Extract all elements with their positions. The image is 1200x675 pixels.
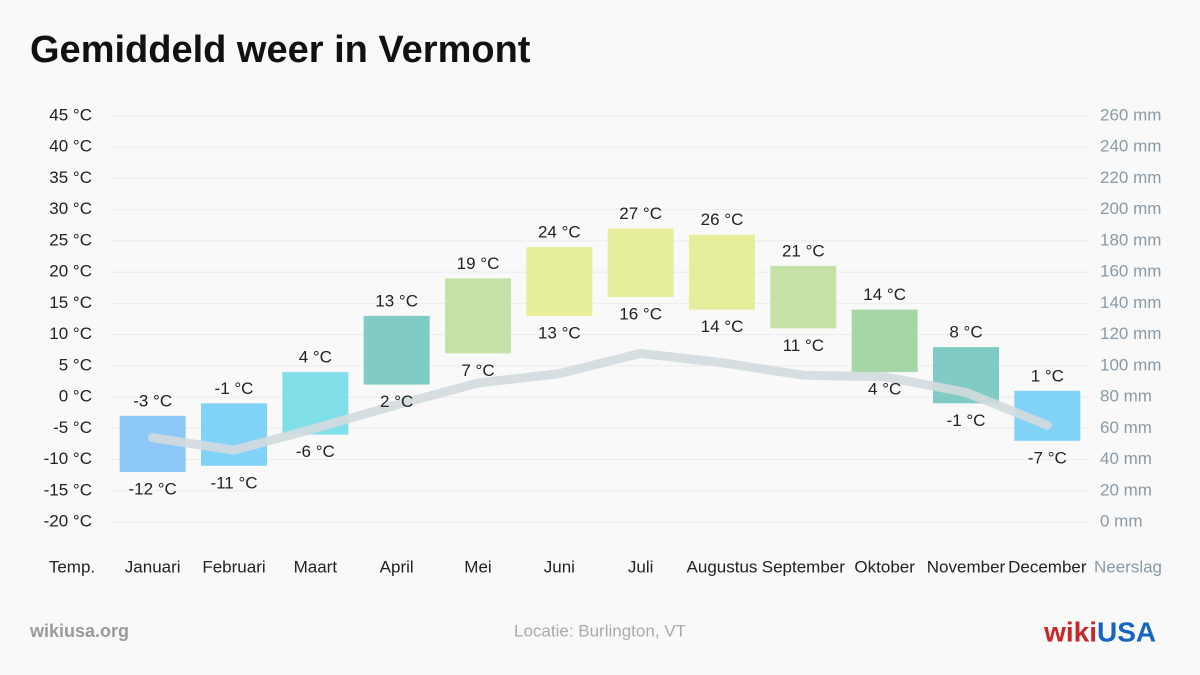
high-label: 26 °C [701,210,744,229]
temperature-bar [851,309,918,373]
temperature-bar [201,403,267,466]
y-tick-label: 25 °C [49,230,92,249]
y2-tick-label: 160 mm [1100,262,1161,281]
y-tick-label: 10 °C [49,324,92,343]
low-label: -7 °C [1028,448,1067,467]
temperature-bar [526,247,593,316]
low-label: -12 °C [128,480,176,499]
temperature-bar [689,234,755,310]
y-tick-label: 0 °C [59,387,92,406]
y2-tick-label: 40 mm [1100,449,1152,468]
y-tick-label: 20 °C [49,262,92,281]
y2-tick-label: 120 mm [1100,324,1161,343]
temperature-bar [445,278,511,354]
x-tick-label: Juli [628,557,654,576]
low-label: 4 °C [868,380,901,399]
y2-tick-label: 140 mm [1100,293,1161,312]
x-tick-label: April [380,557,414,576]
precipitation-line [148,348,1052,455]
high-label: 13 °C [375,291,418,310]
x-tick-label: Februari [202,557,265,576]
x-tick-label: Oktober [854,557,915,576]
x-tick-label: November [927,557,1006,576]
low-label: 14 °C [701,317,744,336]
y2-tick-label: 20 mm [1100,480,1152,499]
high-label: 21 °C [782,241,825,260]
source: wikiusa.org [29,621,129,641]
x-tick-label: Mei [464,557,491,576]
temperature-bar [607,228,674,298]
x-tick-label: Augustus [687,557,758,576]
y2-axis-label: Neerslag [1094,557,1162,576]
y2-tick-label: 200 mm [1100,199,1161,218]
y2-tick-label: 100 mm [1100,355,1161,374]
y-tick-label: -10 °C [44,449,92,468]
x-tick-label: December [1008,557,1087,576]
x-tick-label: Maart [294,557,338,576]
high-label: 24 °C [538,223,581,242]
y-tick-label: -20 °C [44,511,92,530]
y2-tick-label: 80 mm [1100,387,1152,406]
y2-tick-label: 180 mm [1100,230,1161,249]
low-label: 2 °C [380,392,413,411]
y2-tick-label: 0 mm [1100,511,1143,530]
high-label: -3 °C [133,391,172,410]
x-tick-label: Juni [544,557,575,576]
high-label: 8 °C [949,323,982,342]
y2-tick-label: 240 mm [1100,137,1161,156]
high-label: 4 °C [299,348,332,367]
y-tick-label: -15 °C [44,480,92,499]
y-tick-label: 45 °C [49,105,92,124]
high-label: 14 °C [863,285,906,304]
logo-prefix: wiki [1043,616,1097,647]
y-tick-label: 30 °C [49,199,92,218]
low-label: 7 °C [461,361,494,380]
y-tick-label: 35 °C [49,168,92,187]
y-tick-label: -5 °C [53,418,92,437]
low-label: -6 °C [296,442,335,461]
high-label: 1 °C [1031,366,1064,385]
y2-tick-label: 220 mm [1100,168,1161,187]
y-tick-label: 5 °C [59,355,92,374]
high-label: 19 °C [457,254,500,273]
low-label: -1 °C [947,411,986,430]
temperature-bar [770,265,837,329]
y-tick-label: 15 °C [49,293,92,312]
temperature-bar [363,315,430,385]
low-label: 13 °C [538,323,581,342]
low-label: 11 °C [783,336,824,355]
low-label: -11 °C [210,473,257,492]
chart-title: Gemiddeld weer in Vermont [30,29,531,71]
y2-tick-label: 260 mm [1100,105,1161,124]
y2-tick-label: 60 mm [1100,418,1152,437]
logo-suffix: USA [1097,616,1156,647]
y-axis-label: Temp. [49,557,95,576]
location: Locatie: Burlington, VT [514,621,686,640]
low-label: 16 °C [619,305,662,324]
high-label: 27 °C [619,204,662,223]
y-tick-label: 40 °C [49,137,92,156]
high-label: -1 °C [215,379,254,398]
x-tick-label: Januari [125,557,181,576]
x-tick-label: September [762,557,845,576]
